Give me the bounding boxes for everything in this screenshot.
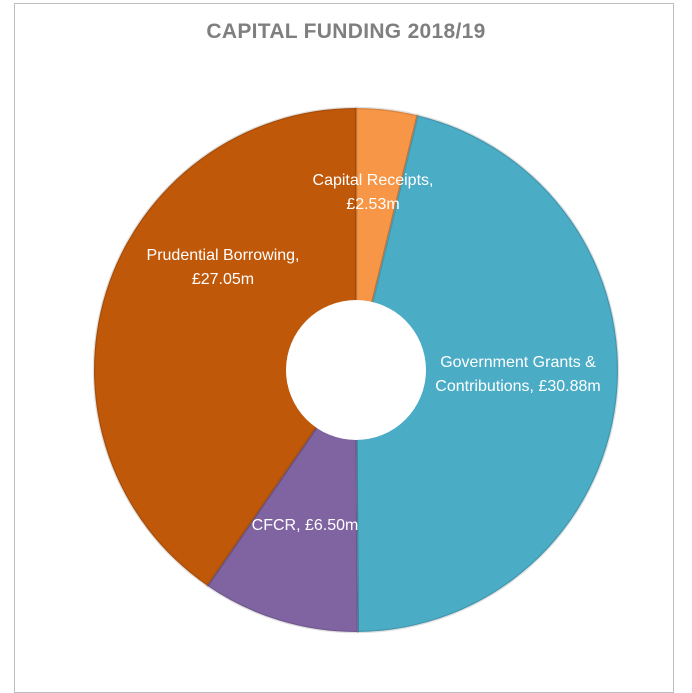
data-label-capital-receipts: Capital Receipts, £2.53m [313, 172, 434, 213]
chart-title: CAPITAL FUNDING 2018/19 [206, 20, 486, 43]
pie-slice-cfcr[interactable] [206, 368, 359, 634]
data-label-cfcr: CFCR, £6.50m [252, 517, 359, 534]
pie-slice-government-grants-contributions[interactable] [354, 114, 620, 634]
donut-hole [286, 300, 426, 440]
data-label-government-grants-contributions: Government Grants & Contributions, £30.88… [435, 354, 600, 395]
pie-slice-prudential-borrowing[interactable] [92, 106, 358, 587]
data-label-prudential-borrowing: Prudential Borrowing, £27.05m [147, 247, 300, 288]
